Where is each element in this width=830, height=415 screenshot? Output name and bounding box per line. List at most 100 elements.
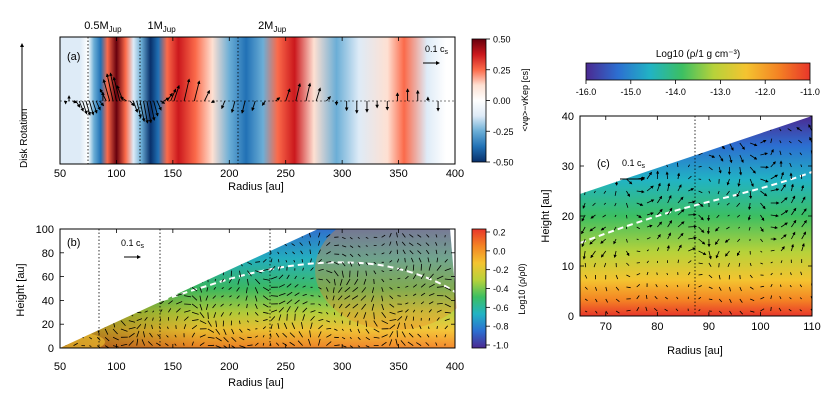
velocity-arrow [351, 295, 359, 300]
velocity-arrow [749, 274, 753, 279]
velocity-arrow [305, 82, 312, 102]
velocity-arrow [436, 265, 442, 271]
velocity-arrow [65, 278, 72, 282]
velocity-arrow [349, 245, 354, 248]
velocity-arrow [334, 261, 339, 265]
velocity-arrow [789, 285, 792, 288]
velocity-arrow [120, 320, 126, 327]
velocity-arrow [657, 233, 661, 240]
velocity-arrow [614, 190, 617, 196]
velocity-arrow [283, 322, 288, 330]
velocity-arrow [136, 268, 142, 272]
velocity-arrow [325, 303, 328, 307]
velocity-arrow [779, 150, 782, 156]
velocity-arrow [65, 259, 71, 263]
velocity-arrow [645, 306, 648, 312]
colorbar-a-tick-label: 0.50 [493, 35, 511, 45]
velocity-arrow [326, 234, 331, 238]
velocity-arrow [286, 291, 293, 296]
colorbar-c-label: Log10 (ρ/1 g cm⁻³) [656, 49, 740, 60]
velocity-arrow [667, 232, 671, 240]
velocity-arrow [144, 276, 150, 280]
velocity-arrow [373, 270, 377, 275]
velocity-arrow [808, 124, 812, 132]
velocity-arrow [262, 242, 265, 246]
velocity-arrow [636, 273, 641, 276]
velocity-arrow [282, 332, 288, 338]
panel-a-velocity-arrows [60, 72, 455, 124]
velocity-arrow [664, 308, 668, 312]
velocity-arrow [183, 342, 185, 346]
velocity-arrow [811, 199, 812, 204]
velocity-arrow [664, 296, 668, 300]
velocity-arrow [412, 309, 416, 313]
velocity-arrow [318, 295, 321, 298]
velocity-arrow [405, 275, 409, 280]
velocity-arrow [315, 87, 322, 102]
velocity-arrow [779, 128, 782, 132]
colorbar-c-ticks: -16.0 -15.0 -14.0 -13.0 -12.0 -11.0 [576, 80, 820, 97]
velocity-arrow [109, 287, 114, 292]
velocity-arrow [283, 234, 288, 238]
velocity-arrow [615, 166, 620, 175]
velocity-arrow [417, 333, 422, 338]
velocity-arrow [345, 303, 351, 309]
velocity-arrow [333, 270, 339, 277]
velocity-arrow [389, 331, 394, 338]
velocity-arrow [291, 234, 295, 238]
velocity-arrow [811, 223, 812, 228]
velocity-arrow [395, 241, 398, 246]
velocity-arrow [212, 303, 217, 309]
velocity-arrow [215, 336, 222, 342]
velocity-arrow [718, 274, 721, 280]
velocity-arrow [149, 100, 156, 121]
velocity-arrow [780, 184, 786, 192]
velocity-arrow [183, 258, 186, 263]
velocity-arrow [397, 267, 401, 271]
x-tick-label: 250 [277, 168, 295, 180]
velocity-arrow [326, 278, 331, 284]
velocity-arrow [278, 274, 284, 280]
y-tick-label: 60 [42, 272, 54, 284]
x-tick-label: 400 [446, 168, 464, 180]
velocity-arrow [737, 238, 741, 243]
velocity-arrow [96, 262, 100, 266]
velocity-arrow [341, 336, 346, 340]
velocity-arrow [120, 328, 128, 332]
velocity-arrow [128, 303, 132, 309]
velocity-arrow [760, 139, 767, 144]
velocity-arrow [229, 312, 232, 316]
velocity-arrow [646, 158, 651, 168]
velocity-arrow [584, 274, 588, 279]
velocity-arrow [199, 320, 207, 325]
velocity-arrow [128, 261, 133, 263]
x-tick-label: 70 [600, 321, 612, 333]
velocity-arrow [667, 182, 671, 192]
velocity-arrow [148, 242, 153, 246]
velocity-arrow [389, 260, 393, 263]
velocity-arrow [708, 286, 713, 289]
x-tick-label: 200 [220, 361, 238, 373]
velocity-arrow [255, 261, 261, 263]
velocity-arrow [302, 267, 304, 271]
velocity-arrow [698, 125, 705, 132]
velocity-arrow [295, 82, 302, 102]
velocity-arrow [688, 200, 696, 204]
velocity-arrow [160, 300, 165, 305]
velocity-arrow [708, 298, 713, 301]
velocity-arrow [286, 283, 292, 288]
velocity-arrow [688, 260, 692, 264]
velocity-arrow [373, 312, 375, 320]
arrow-scale-b-sub: s [141, 243, 145, 250]
velocity-arrow [341, 328, 344, 331]
disk-rotation-indicator: Disk Rotation [19, 43, 30, 168]
x-tick-label: 90 [703, 321, 715, 333]
velocity-arrow [78, 295, 82, 302]
velocity-arrow [340, 312, 343, 317]
disk-rotation-label: Disk Rotation [19, 109, 30, 168]
velocity-arrow [78, 287, 82, 294]
velocity-arrow [149, 249, 153, 255]
velocity-arrow [420, 273, 425, 280]
velocity-arrow [205, 303, 209, 310]
